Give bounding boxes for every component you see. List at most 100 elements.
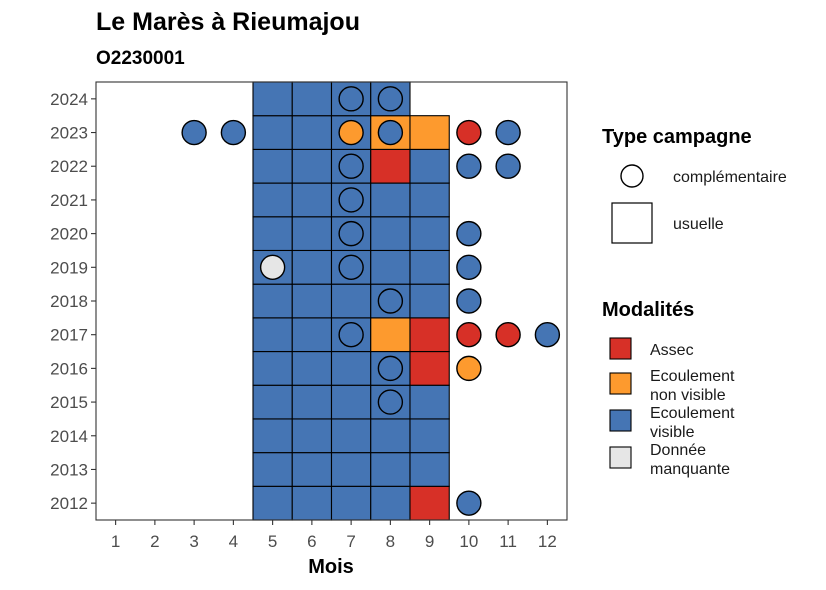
usuelle-cell-2015-7 <box>330 384 372 420</box>
usuelle-cell-2020-9 <box>409 216 450 252</box>
chart-subtitle: O2230001 <box>96 48 185 69</box>
usuelle-cell-2024-5 <box>252 81 293 117</box>
complementaire-point-2024-7 <box>338 86 364 112</box>
usuelle-cell-2021-5 <box>252 182 293 218</box>
x-tick-label-1: 1 <box>111 532 120 551</box>
x-tick-label-8: 8 <box>386 532 395 551</box>
x-tick-label-3: 3 <box>189 532 198 551</box>
usuelle-cell-2017-9 <box>409 317 450 353</box>
complementaire-point-2022-11 <box>495 153 521 179</box>
usuelle-cell-2016-6 <box>291 350 333 386</box>
x-tick-label-5: 5 <box>268 532 277 551</box>
complementaire-point-2019-10 <box>456 254 482 281</box>
complementaire-point-2017-10 <box>456 321 482 348</box>
usuelle-cell-2018-7 <box>330 283 372 319</box>
legend: Type campagne complémentaire usuelle Modali… <box>602 126 787 478</box>
usuelle-cell-2013-6 <box>291 452 333 487</box>
complementaire-point-2012-10 <box>456 490 482 516</box>
usuelle-cell-2014-8 <box>370 418 411 454</box>
usuelle-cell-2019-9 <box>409 249 450 285</box>
usuelle-cell-2018-9 <box>409 283 450 319</box>
usuelle-cell-2022-8 <box>370 148 411 184</box>
legend-type-title: Type campagne <box>602 126 752 148</box>
complementaire-point-2016-10 <box>456 355 482 382</box>
usuelle-cell-2013-5 <box>252 452 293 487</box>
y-tick-label-2016: 2016 <box>50 359 88 378</box>
complementaire-point-2022-10 <box>456 153 482 179</box>
usuelle-cell-2019-8 <box>370 249 411 285</box>
legend-square-icon <box>611 202 653 244</box>
usuelle-cell-2023-9 <box>409 115 450 150</box>
usuelle-cell-2017-6 <box>291 317 333 353</box>
usuelle-cell-2023-6 <box>291 115 333 150</box>
usuelle-cell-2012-8 <box>370 485 411 521</box>
x-tick-label-11: 11 <box>499 532 517 551</box>
complementaire-point-2023-7 <box>338 119 364 146</box>
y-tick-label-2013: 2013 <box>50 460 88 479</box>
usuelle-cell-2018-6 <box>291 283 333 319</box>
complementaire-point-2017-11 <box>495 321 521 348</box>
usuelle-cell-2015-9 <box>409 384 450 420</box>
legend-circle-icon <box>620 164 644 188</box>
complementaire-point-2020-10 <box>456 220 482 247</box>
legend-key-donnee-manquante <box>609 446 632 469</box>
usuelle-cell-2022-9 <box>409 148 450 184</box>
legend-key-ecoulement-non-visible <box>609 372 632 395</box>
x-tick-label-2: 2 <box>150 532 159 551</box>
usuelle-cell-2021-9 <box>409 182 450 218</box>
legend-type-label-complementaire: complémentaire <box>673 169 787 186</box>
legend-key-assec <box>609 337 632 360</box>
usuelle-cell-2014-9 <box>409 418 450 454</box>
complementaire-point-2024-8 <box>377 86 404 112</box>
usuelle-cell-2013-9 <box>409 452 450 487</box>
usuelle-cell-2019-6 <box>291 249 333 285</box>
usuelle-cell-2016-9 <box>409 350 450 386</box>
usuelle-cell-2012-6 <box>291 485 333 521</box>
y-tick-label-2022: 2022 <box>50 157 88 176</box>
complementaire-point-2023-11 <box>495 119 521 146</box>
complementaire-point-2023-3 <box>181 119 207 146</box>
complementaire-point-2018-8 <box>377 288 404 314</box>
usuelle-cell-2020-5 <box>252 216 293 252</box>
legend-label-ecoulement-non-visible: Ecoulement non visible <box>650 368 735 404</box>
usuelle-cell-2017-8 <box>370 317 411 353</box>
usuelle-cell-2012-9 <box>409 485 450 521</box>
usuelle-cell-2018-5 <box>252 283 293 319</box>
complementaire-point-2017-7 <box>338 321 364 348</box>
usuelle-cell-2014-7 <box>330 418 372 454</box>
x-tick-label-7: 7 <box>346 532 355 551</box>
usuelle-cell-2012-7 <box>330 485 372 521</box>
usuelle-cell-2012-5 <box>252 485 293 521</box>
usuelle-cell-2022-6 <box>291 148 333 184</box>
y-tick-label-2023: 2023 <box>50 124 88 143</box>
chart-title: Le Marès à Rieumajou <box>96 8 360 36</box>
complementaire-point-2019-5 <box>259 254 286 281</box>
x-tick-label-6: 6 <box>307 532 316 551</box>
x-tick-label-4: 4 <box>229 532 238 551</box>
usuelle-cell-2014-6 <box>291 418 333 454</box>
usuelle-cell-2017-5 <box>252 317 293 353</box>
usuelle-cell-2013-8 <box>370 452 411 487</box>
complementaire-point-2023-8 <box>377 119 404 146</box>
complementaire-point-2023-10 <box>456 119 482 146</box>
complementaire-point-2022-7 <box>338 153 364 179</box>
complementaire-point-2018-10 <box>456 288 482 314</box>
y-tick-label-2014: 2014 <box>50 427 88 446</box>
usuelle-cell-2020-8 <box>370 216 411 252</box>
x-axis-title: Mois <box>308 556 354 578</box>
usuelle-cell-2015-6 <box>291 384 333 420</box>
complementaire-point-2016-8 <box>377 355 404 382</box>
y-tick-label-2012: 2012 <box>50 494 88 513</box>
usuelle-cell-2015-5 <box>252 384 293 420</box>
usuelle-cell-2021-8 <box>370 182 411 218</box>
complementaire-point-2020-7 <box>338 220 364 247</box>
usuelle-cell-2016-7 <box>330 350 372 386</box>
x-tick-label-12: 12 <box>538 532 557 551</box>
y-tick-label-2018: 2018 <box>50 292 88 311</box>
y-tick-label-2015: 2015 <box>50 393 88 412</box>
x-tick-label-9: 9 <box>425 532 434 551</box>
y-tick-label-2020: 2020 <box>50 225 88 244</box>
usuelle-cell-2014-5 <box>252 418 293 454</box>
usuelle-cell-2016-5 <box>252 350 293 386</box>
